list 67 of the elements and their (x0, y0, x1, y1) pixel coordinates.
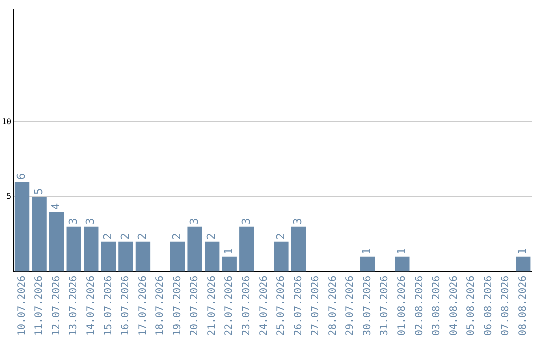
x-tick-label: 29.07.2026 (345, 276, 356, 336)
bar (274, 242, 289, 272)
data-label: 3 (292, 218, 305, 225)
x-tick-label: 25.07.2026 (276, 276, 288, 336)
bar (360, 256, 376, 272)
x-tick-label: 31.07.2026 (380, 276, 391, 336)
bar (188, 226, 202, 272)
data-label: 6 (15, 173, 28, 180)
x-tick-label: 01.08.2026 (397, 276, 408, 336)
x-tick-label: 20.07.2026 (190, 276, 201, 336)
x-tick-label: 11.07.2026 (34, 276, 46, 336)
data-label: 2 (118, 233, 132, 240)
data-label: 2 (170, 233, 184, 240)
x-tick-label: 03.08.2026 (432, 276, 443, 336)
x-tick-label: 04.08.2026 (448, 276, 460, 336)
bar (516, 256, 531, 272)
data-label: 2 (136, 233, 150, 240)
x-tick-label: 23.07.2026 (241, 276, 252, 336)
x-tick-label: 17.07.2026 (138, 276, 149, 336)
x-tick-label: 30.07.2026 (362, 276, 374, 336)
x-tick-label: 28.07.2026 (328, 276, 339, 336)
bar (118, 242, 134, 272)
x-tick-label: 15.07.2026 (103, 276, 114, 336)
bar (291, 226, 306, 272)
bar (101, 242, 116, 272)
x-tick-label: 26.07.2026 (293, 276, 304, 336)
x-tick-label: 21.07.2026 (206, 276, 218, 336)
bar (32, 196, 47, 272)
x-tick-label: 05.08.2026 (466, 276, 478, 336)
x-tick-label: 10.07.2026 (16, 276, 28, 336)
data-label: 1 (395, 248, 408, 255)
bar (170, 242, 186, 272)
data-label: 1 (516, 248, 530, 255)
data-label: 5 (32, 188, 46, 195)
x-tick-label: 16.07.2026 (120, 276, 132, 336)
x-tick-label: 22.07.2026 (224, 276, 236, 336)
data-label: 3 (240, 218, 253, 225)
bar (66, 226, 82, 272)
data-label: 4 (50, 202, 63, 210)
bar (240, 226, 254, 272)
x-tick-label: 19.07.2026 (172, 276, 184, 336)
x-tick-label: 13.07.2026 (68, 276, 80, 336)
data-label: 2 (274, 233, 288, 240)
bar (84, 226, 99, 272)
data-label: 2 (205, 233, 218, 240)
data-label: 3 (66, 218, 80, 225)
data-label: 1 (222, 248, 236, 255)
x-tick-label: 24.07.2026 (258, 276, 270, 336)
data-label: 3 (84, 218, 98, 225)
x-tick-label: 12.07.2026 (51, 276, 62, 336)
bar (204, 242, 220, 272)
bar (136, 242, 151, 272)
bar (49, 212, 64, 272)
x-tick-label: 14.07.2026 (86, 276, 97, 336)
bar (14, 182, 30, 272)
x-tick-label: 08.08.2026 (518, 276, 529, 336)
x-tick-label: 18.07.2026 (155, 276, 166, 336)
x-tick-label: 27.07.2026 (310, 276, 322, 336)
bar (222, 256, 237, 272)
x-tick-label: 06.08.2026 (483, 276, 494, 336)
data-label: 1 (360, 248, 374, 255)
x-tick-label: 07.08.2026 (500, 276, 512, 336)
y-tick-label: 10 (2, 117, 12, 126)
x-tick-label: 02.08.2026 (414, 276, 426, 336)
data-label: 2 (102, 233, 115, 240)
bar (395, 256, 410, 272)
data-label: 3 (188, 218, 201, 225)
